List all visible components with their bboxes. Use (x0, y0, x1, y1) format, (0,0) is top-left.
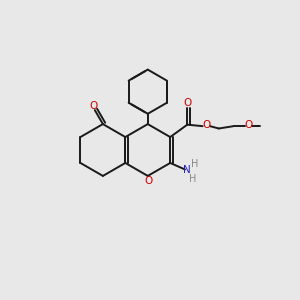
Text: H: H (191, 159, 198, 169)
Text: H: H (190, 174, 197, 184)
Text: O: O (244, 120, 253, 130)
Text: O: O (202, 120, 211, 130)
Text: N: N (182, 165, 190, 175)
Text: O: O (89, 101, 98, 111)
Text: O: O (183, 98, 191, 109)
Text: O: O (144, 176, 152, 186)
